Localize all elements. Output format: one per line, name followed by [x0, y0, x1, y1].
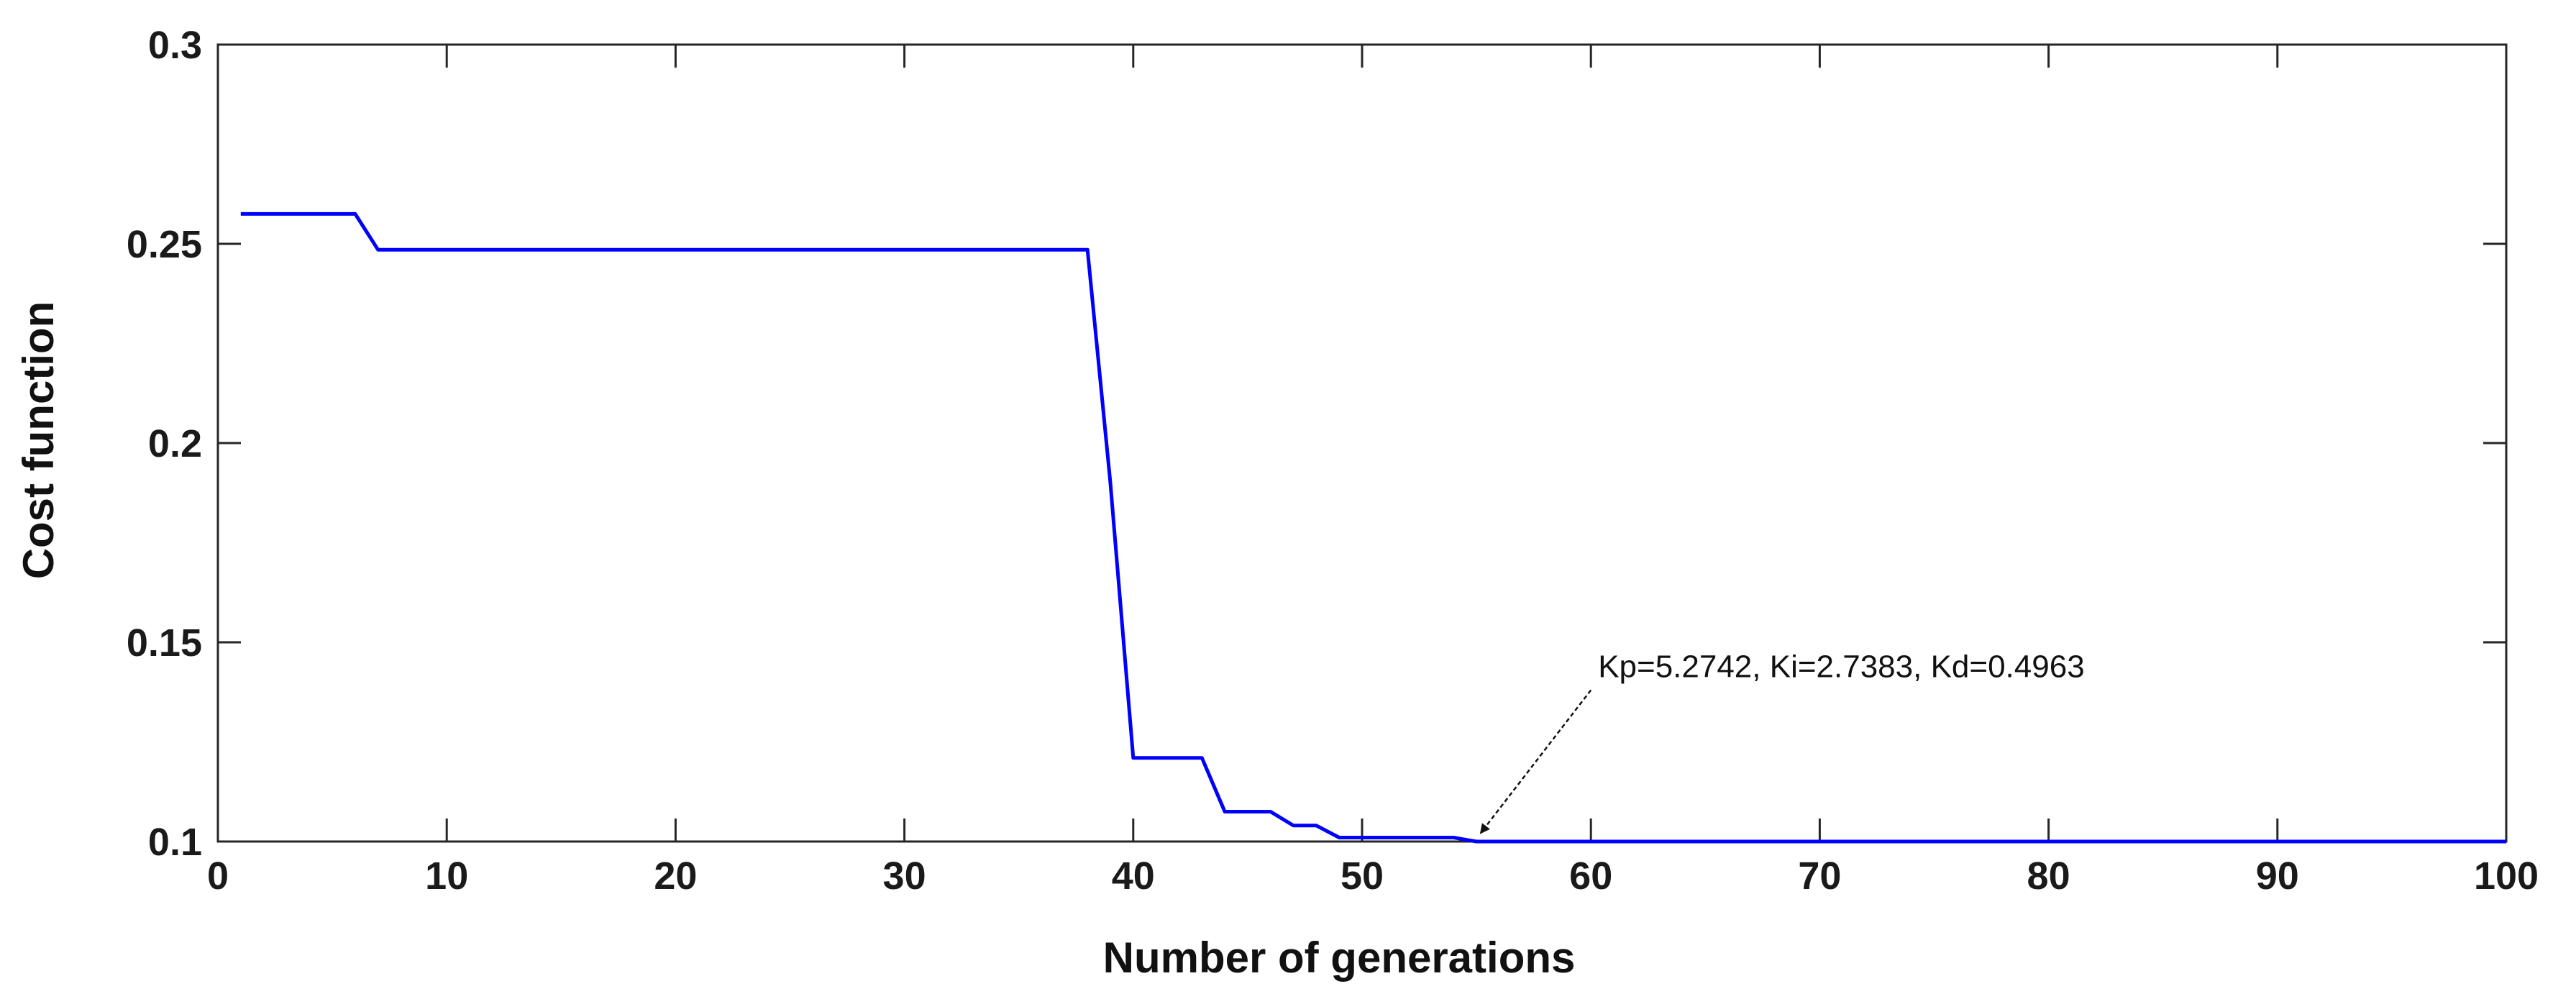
x-tick-label: 50 — [1340, 854, 1384, 898]
y-tick-label: 0.2 — [148, 422, 202, 465]
annotation-arrow — [1479, 689, 1592, 834]
x-axis-ticks: 0 10 20 30 40 50 60 70 80 90 100 — [207, 45, 2539, 898]
annotation-label: Kp=5.2742, Ki=2.7383, Kd=0.4963 — [1598, 649, 2084, 684]
y-tick-label: 0.15 — [127, 621, 202, 665]
x-tick-label: 90 — [2256, 854, 2299, 898]
axes-box — [216, 43, 2508, 843]
x-tick-label: 20 — [654, 854, 697, 898]
x-axis-label: Number of generations — [1103, 934, 1576, 982]
y-tick-label: 0.1 — [148, 821, 202, 864]
plot-area — [216, 43, 2508, 843]
x-tick-label: 10 — [425, 854, 468, 898]
x-tick-label: 70 — [1798, 854, 1841, 898]
y-tick-label: 0.25 — [127, 223, 202, 266]
y-axis-ticks: 0.1 0.15 0.2 0.25 0.3 — [127, 24, 2506, 864]
series-layer — [240, 211, 2506, 844]
y-tick-label: 0.3 — [148, 24, 202, 67]
x-tick-label: 60 — [1569, 854, 1612, 898]
cost-series-line — [240, 211, 2506, 844]
y-axis-label: Cost function — [14, 301, 63, 580]
x-tick-label: 80 — [2027, 854, 2070, 898]
x-tick-label: 30 — [883, 854, 926, 898]
annotation-layer: Kp=5.2742, Ki=2.7383, Kd=0.4963 — [1479, 649, 2085, 834]
x-tick-label: 40 — [1112, 854, 1155, 898]
x-tick-label: 0 — [207, 854, 229, 898]
x-tick-label: 100 — [2474, 854, 2539, 898]
